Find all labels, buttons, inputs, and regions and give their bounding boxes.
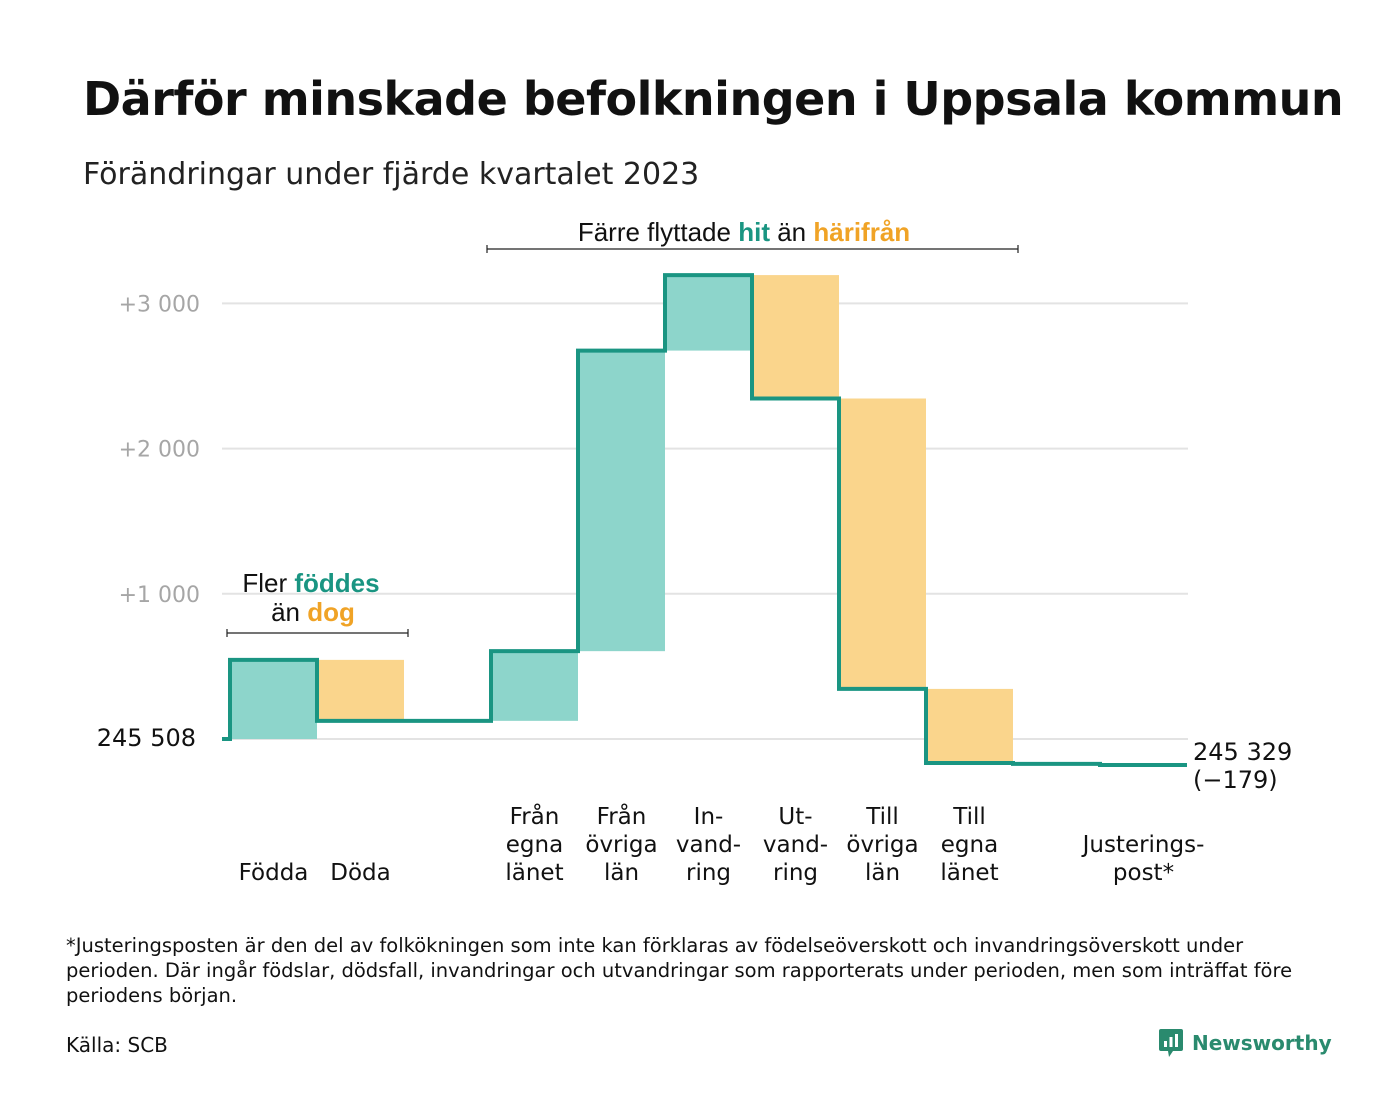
brand-name: Newsworthy	[1192, 1031, 1332, 1055]
category-label: ring	[686, 860, 731, 886]
births-annotation-away: dog	[307, 597, 355, 627]
y-tick-label: +1 000	[119, 583, 200, 608]
category-label: Från	[597, 802, 647, 830]
births-annotation-middle: än	[271, 597, 307, 627]
category-label: län	[604, 860, 639, 886]
bar-increase	[230, 659, 317, 739]
category-label: Från	[510, 802, 560, 830]
bar-increase	[491, 651, 578, 721]
moves-annotation-middle: än	[770, 217, 813, 247]
category-label: Till	[952, 804, 986, 830]
category-label: egna	[941, 832, 998, 858]
y-tick-label: +2 000	[119, 438, 200, 463]
category-label: län	[865, 860, 900, 886]
y-tick-label: +3 000	[119, 292, 200, 317]
births-annotation-line1: Fler föddes	[242, 568, 379, 598]
category-label: vand-	[676, 832, 741, 858]
category-label: Döda	[330, 860, 390, 886]
bars	[230, 275, 1013, 763]
category-label: övriga	[585, 832, 657, 858]
category-label: post*	[1113, 860, 1174, 886]
bar-decrease	[926, 688, 1013, 763]
births-annotation-line2: än dog	[271, 597, 355, 627]
category-label: Justerings-	[1081, 832, 1205, 858]
chart-subtitle: Förändringar under fjärde kvartalet 2023	[83, 157, 700, 192]
births-annotation-hit: föddes	[294, 568, 379, 598]
category-label: egna	[506, 832, 563, 858]
category-label: vand-	[763, 832, 828, 858]
source-value: SCB	[127, 1033, 168, 1057]
start-value-label: 245 508	[97, 724, 196, 752]
cumulative-step-line	[222, 273, 1187, 767]
bar-increase	[665, 275, 752, 351]
births-annotation-prefix: Fler	[242, 568, 294, 598]
source-line: Källa: SCB	[66, 1033, 168, 1057]
newsworthy-logo-icon	[1159, 1029, 1183, 1057]
source-label: Källa:	[66, 1033, 122, 1057]
category-label: Ut-	[778, 804, 812, 830]
category-label: länet	[940, 860, 998, 886]
moves-annotation: Färre flyttade hit än härifrån	[578, 217, 910, 247]
footnote: *Justeringsposten är den del av folkökni…	[66, 934, 1293, 1007]
bar-increase	[578, 350, 665, 652]
category-label: Födda	[239, 860, 309, 886]
category-label: Till	[865, 804, 899, 830]
bar-decrease	[317, 659, 404, 721]
category-label: övriga	[846, 832, 918, 858]
category-label: ring	[773, 860, 818, 886]
moves-annotation-away: härifrån	[813, 217, 910, 247]
moves-annotation-hit: hit	[738, 217, 770, 247]
category-label: länet	[505, 860, 563, 886]
end-value-label: 245 329	[1193, 738, 1292, 766]
bar-decrease	[839, 398, 926, 689]
category-label: In-	[694, 804, 724, 830]
chart-title: Därför minskade befolkningen i Uppsala k…	[83, 72, 1344, 126]
bar-decrease	[752, 275, 839, 399]
brand: Newsworthy	[1158, 1028, 1332, 1058]
end-change-label: (−179)	[1193, 766, 1278, 794]
moves-annotation-prefix: Färre flyttade	[578, 217, 738, 247]
cumulative-line	[222, 273, 1187, 767]
